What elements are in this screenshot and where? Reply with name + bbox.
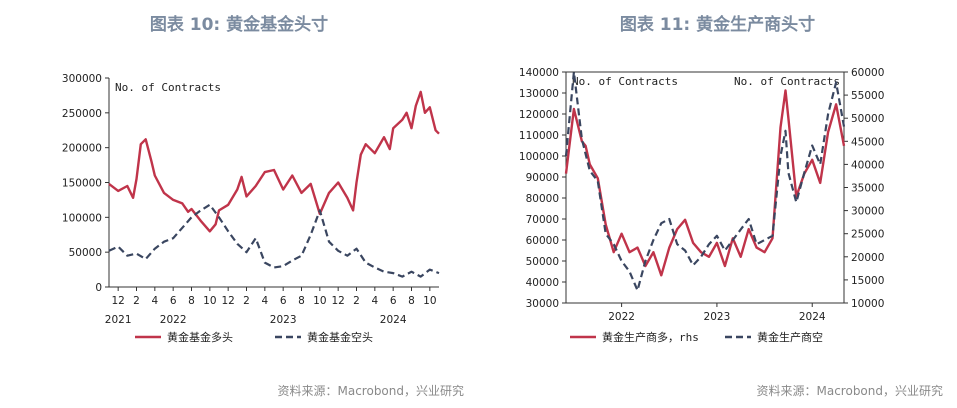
y-tick-label: 120000 [519, 109, 559, 121]
y-tick-label: 40000 [526, 277, 559, 289]
figure-title: 图表 11: 黄金生产商头寸 [619, 15, 816, 35]
x-tick-label: 2 [353, 295, 360, 307]
x-tick-label: 2022 [608, 311, 635, 323]
x-tick-label: 10 [203, 295, 216, 307]
x-tick-label: 4 [261, 295, 268, 307]
y-tick-label-right: 15000 [851, 275, 884, 287]
y-tick-label: 100000 [62, 212, 102, 224]
x-year-label: 2023 [270, 314, 297, 326]
y-tick-label-right: 10000 [851, 298, 884, 310]
x-tick-label: 12 [221, 295, 234, 307]
unit-label-left: No. of Contracts [572, 75, 678, 88]
x-tick-label: 8 [298, 295, 305, 307]
x-year-label: 2021 [105, 314, 132, 326]
series-line-0 [108, 90, 440, 233]
y-tick-label: 150000 [62, 178, 102, 190]
y-tick-label-right: 35000 [851, 183, 884, 195]
x-tick-label: 6 [170, 295, 177, 307]
y-tick-label: 30000 [526, 298, 559, 310]
x-year-label: 2024 [380, 314, 407, 326]
chart-panel-gold-fund-positions: 图表 10: 黄金基金头寸 0 50000 100000 150000 200000 25… [0, 0, 478, 408]
y-tick-label-right: 45000 [851, 136, 884, 148]
x-tick-label: 8 [188, 295, 195, 307]
x-tick-label: 12 [331, 295, 344, 307]
unit-label: No. of Contracts [115, 81, 221, 94]
y-tick-label-right: 20000 [851, 252, 884, 264]
x-tick-label: 10 [423, 295, 436, 307]
y-tick-label: 90000 [526, 172, 559, 184]
chart-panel-gold-producer-positions: 图表 11: 黄金生产商头寸 30000 40000 50000 60000 70000… [478, 0, 957, 408]
x-tick-label: 10 [313, 295, 326, 307]
y-tick-label: 50000 [526, 256, 559, 268]
y-tick-label: 130000 [519, 88, 559, 100]
y-tick-label: 200000 [62, 143, 102, 155]
x-tick-label: 8 [408, 295, 415, 307]
figure-title: 图表 10: 黄金基金头寸 [149, 15, 329, 35]
x-tick-label: 2 [243, 295, 250, 307]
chart-canvas: 30000 40000 50000 60000 70000 80000 90000 10000… [519, 67, 885, 344]
x-tick-label: 2 [133, 295, 140, 307]
x-year-label: 2022 [160, 314, 187, 326]
y-tick-label: 0 [95, 282, 102, 294]
x-tick-label: 4 [151, 295, 158, 307]
y-tick-label: 140000 [519, 67, 559, 79]
y-tick-label-right: 55000 [851, 90, 884, 102]
x-tick-label: 6 [390, 295, 397, 307]
x-tick-label: 2023 [704, 311, 731, 323]
y-tick-label: 70000 [526, 214, 559, 226]
y-tick-label: 250000 [62, 108, 102, 120]
x-tick-label: 12 [111, 295, 124, 307]
x-tick-label: 6 [280, 295, 287, 307]
y-tick-label: 50000 [69, 247, 102, 259]
y-tick-label: 300000 [62, 73, 102, 85]
legend-label-1: 黄金生产商空 [757, 330, 823, 344]
unit-label-right: No. of Contracts [734, 75, 840, 88]
series-line-1 [564, 70, 846, 292]
series-line-0 [564, 89, 846, 277]
source-note: 资料来源：Macrobond，兴业研究 [756, 384, 944, 398]
x-tick-label: 4 [371, 295, 378, 307]
y-tick-label: 80000 [526, 193, 559, 205]
y-tick-label-right: 60000 [851, 67, 884, 79]
y-tick-label: 110000 [519, 130, 559, 142]
y-tick-label: 60000 [526, 235, 559, 247]
series-line-1 [108, 203, 440, 278]
source-note: 资料来源：Macrobond，兴业研究 [277, 384, 465, 398]
legend-label-0: 黄金基金多头 [167, 330, 233, 344]
y-tick-label-right: 25000 [851, 229, 884, 241]
y-tick-label-right: 50000 [851, 113, 884, 125]
y-tick-label-right: 30000 [851, 206, 884, 218]
y-tick-label-right: 40000 [851, 159, 884, 171]
y-tick-label: 100000 [519, 151, 559, 163]
legend-label-1: 黄金基金空头 [307, 330, 373, 344]
x-tick-label: 2024 [799, 311, 826, 323]
legend-label-0: 黄金生产商多，rhs [602, 330, 699, 344]
